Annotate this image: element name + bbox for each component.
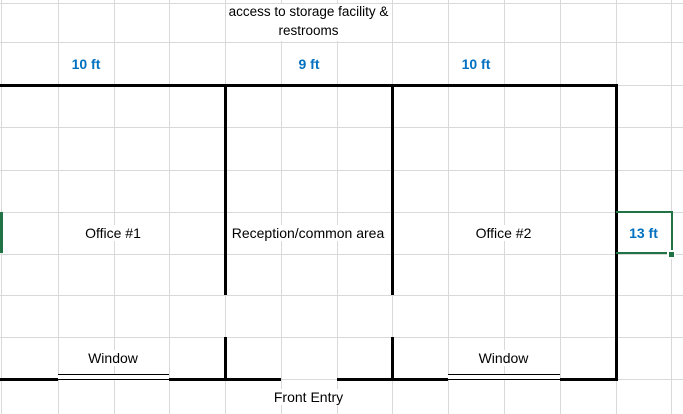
office2-text: Office #2 xyxy=(472,225,535,241)
gridline-vertical xyxy=(1,0,2,414)
window-marker-right xyxy=(448,374,560,380)
wall-top xyxy=(0,83,618,87)
gridline-horizontal xyxy=(0,212,683,213)
wall-office1-reception-upper xyxy=(223,85,227,295)
cell-10ft-right[interactable]: 10 ft xyxy=(448,42,504,85)
wall-reception-office2-lower xyxy=(390,337,394,379)
wall-bottom-left-center xyxy=(169,377,281,381)
selected-cell-outline[interactable] xyxy=(615,210,673,254)
gridline-horizontal xyxy=(0,295,683,296)
window-right-text: Window xyxy=(475,350,532,366)
gridline-vertical xyxy=(671,0,672,414)
merged-cell-background xyxy=(227,4,390,41)
window-left-text: Window xyxy=(85,350,141,366)
wall-reception-office2-upper xyxy=(390,85,394,295)
gridline-horizontal xyxy=(0,337,683,338)
wall-right xyxy=(614,83,618,381)
dim-10ft-right-text: 10 ft xyxy=(458,55,494,72)
fill-handle[interactable] xyxy=(667,250,676,259)
dim-13ft-text: 13 ft xyxy=(626,224,661,241)
gridline-horizontal xyxy=(0,3,683,4)
cell-window-left[interactable]: Window xyxy=(2,337,224,379)
gridline-vertical xyxy=(337,0,338,414)
cell-window-right[interactable]: Window xyxy=(392,337,615,379)
gridline-vertical xyxy=(58,0,59,414)
dim-9ft-text: 9 ft xyxy=(295,55,323,72)
front-entry-text: Front Entry xyxy=(270,389,347,405)
gridline-vertical xyxy=(448,0,449,414)
wall-bottom-far-right xyxy=(560,377,618,381)
wall-bottom-far-left xyxy=(0,377,58,381)
cell-9ft[interactable]: 9 ft xyxy=(281,42,337,85)
gridline-vertical xyxy=(504,0,505,414)
window-marker-left xyxy=(58,374,169,380)
wall-office1-reception-lower xyxy=(223,337,227,379)
cell-10ft-left[interactable]: 10 ft xyxy=(58,42,114,85)
access-note-text: access to storage facility & restrooms xyxy=(228,4,389,38)
cell-office2[interactable]: Office #2 xyxy=(392,212,615,254)
cell-office1[interactable]: Office #1 xyxy=(2,212,224,254)
gridline-vertical xyxy=(560,0,561,414)
gridline-vertical xyxy=(281,0,282,414)
gridline-vertical xyxy=(169,0,170,414)
gridline-horizontal xyxy=(0,127,683,128)
dim-10ft-left-text: 10 ft xyxy=(68,55,104,72)
cell-front-entry[interactable]: Front Entry xyxy=(225,380,392,414)
gridline-horizontal xyxy=(0,170,683,171)
office1-text: Office #1 xyxy=(82,225,144,241)
gridline-horizontal xyxy=(0,254,683,255)
gridline-vertical xyxy=(114,0,115,414)
cell-reception[interactable]: Reception/common area xyxy=(225,212,391,254)
gridline-horizontal xyxy=(0,42,683,43)
selection-edge-marker xyxy=(0,212,3,253)
reception-text: Reception/common area xyxy=(228,225,388,241)
cell-access-note[interactable]: access to storage facility & restrooms xyxy=(200,1,417,41)
cell-13ft[interactable]: 13 ft xyxy=(616,211,671,254)
wall-bottom-right-center xyxy=(337,377,448,381)
